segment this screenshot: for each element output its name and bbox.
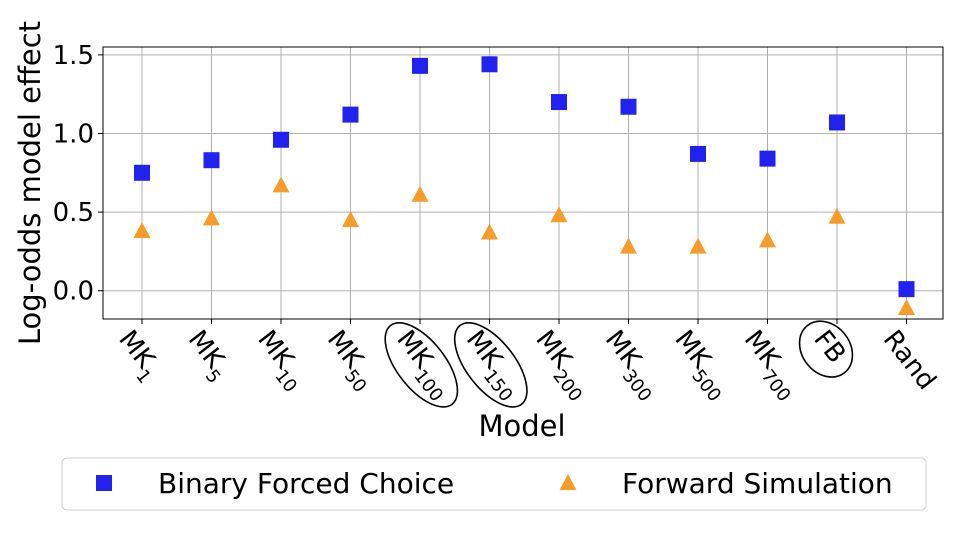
point-forward-simulation — [550, 206, 568, 223]
point-binary-forced-choice — [342, 106, 359, 123]
x-tick-label: MK5 — [176, 325, 237, 388]
x-axis-label: Model — [478, 409, 565, 443]
data-marks — [133, 56, 915, 315]
x-tick-label-mk300: MK300 — [593, 325, 668, 406]
x-tick-label-base: MK — [529, 325, 578, 375]
y-axis-label: Log-odds model effect — [13, 21, 47, 345]
legend-marker-triangle — [559, 474, 577, 490]
legend-label: Forward Simulation — [622, 467, 893, 500]
x-tick-label-mk700: MK700 — [732, 325, 807, 406]
x-tick-label-base: MK — [599, 325, 648, 375]
x-tick-label: MK50 — [315, 325, 383, 397]
x-tick-label: FB — [807, 325, 851, 369]
y-tick-label: 0.0 — [53, 277, 94, 307]
plot-frame — [102, 46, 944, 320]
x-tick-label-base: MK — [321, 325, 370, 375]
point-forward-simulation — [411, 185, 429, 202]
x-tick-label-base: MK — [738, 325, 787, 375]
point-forward-simulation — [342, 210, 359, 227]
grid — [103, 47, 943, 319]
point-binary-forced-choice — [412, 57, 428, 74]
point-binary-forced-choice — [690, 145, 706, 162]
x-tick-label: MK300 — [593, 325, 668, 406]
point-forward-simulation — [203, 209, 220, 226]
y-tick-label: 1.0 — [53, 119, 94, 149]
x-tick-label: MK10 — [246, 325, 314, 397]
point-binary-forced-choice — [898, 281, 915, 298]
x-tick-label: Rand — [877, 325, 942, 396]
highlight-ellipse — [384, 322, 459, 408]
x-tick-label-mk50: MK50 — [315, 325, 383, 397]
point-binary-forced-choice — [829, 114, 845, 131]
x-tick-label-base: MK — [460, 325, 509, 375]
x-tick-label-base: MK — [112, 325, 161, 375]
x-tick-label: MK200 — [524, 325, 599, 406]
x-tick-label-mk10: MK10 — [246, 325, 314, 397]
point-binary-forced-choice — [134, 164, 150, 181]
point-binary-forced-choice — [759, 150, 776, 167]
x-tick-label-base: MK — [668, 325, 717, 375]
y-axis: 0.0 0.5 1.0 1.5 — [53, 41, 103, 307]
x-tick-label-mk200: MK200 — [524, 325, 599, 406]
point-forward-simulation — [759, 231, 776, 248]
point-binary-forced-choice — [203, 152, 220, 169]
point-forward-simulation — [481, 223, 498, 240]
x-tick-label: MK700 — [732, 325, 807, 406]
x-tick-label-mk500: MK500 — [663, 325, 738, 406]
x-tick-label-base: FB — [807, 325, 851, 369]
x-tick-label-mk1: MK1 — [107, 325, 168, 388]
legend: Binary Forced Choice Forward Simulation — [61, 457, 927, 511]
x-tick-label-mk5: MK5 — [176, 325, 237, 388]
point-binary-forced-choice — [481, 56, 498, 73]
point-forward-simulation — [898, 298, 915, 315]
x-tick-label-fb: FB — [798, 320, 854, 378]
point-binary-forced-choice — [273, 131, 289, 148]
x-tick-label: MK150 — [454, 325, 529, 406]
point-forward-simulation — [620, 237, 637, 254]
legend-label: Binary Forced Choice — [158, 467, 454, 500]
x-tick-label-base: MK — [182, 325, 231, 375]
highlight-ellipse — [453, 322, 528, 408]
x-tick-label: MK500 — [663, 325, 738, 406]
highlight-ellipse — [798, 320, 854, 378]
x-tick-label-base: Rand — [877, 325, 942, 396]
y-tick-label: 0.5 — [53, 198, 94, 228]
x-tick-label: MK1 — [107, 325, 168, 388]
x-tick-label-base: MK — [390, 325, 439, 375]
point-forward-simulation — [689, 237, 707, 254]
x-axis: MK1MK5MK10MK50MK100MK150MK200MK300MK500M… — [107, 319, 942, 408]
legend-marker-square — [96, 475, 112, 491]
point-binary-forced-choice — [551, 94, 567, 111]
point-forward-simulation — [133, 221, 151, 238]
x-tick-label-base: MK — [251, 325, 300, 375]
point-forward-simulation — [828, 207, 846, 224]
x-tick-label: MK100 — [385, 325, 460, 406]
x-tick-label-mk150: MK150 — [453, 322, 529, 408]
x-tick-label-mk100: MK100 — [384, 322, 460, 408]
point-forward-simulation — [272, 176, 290, 193]
point-binary-forced-choice — [620, 98, 637, 115]
legend-frame — [61, 457, 927, 511]
x-tick-label-rand: Rand — [877, 325, 942, 396]
y-tick-label: 1.5 — [53, 41, 94, 71]
